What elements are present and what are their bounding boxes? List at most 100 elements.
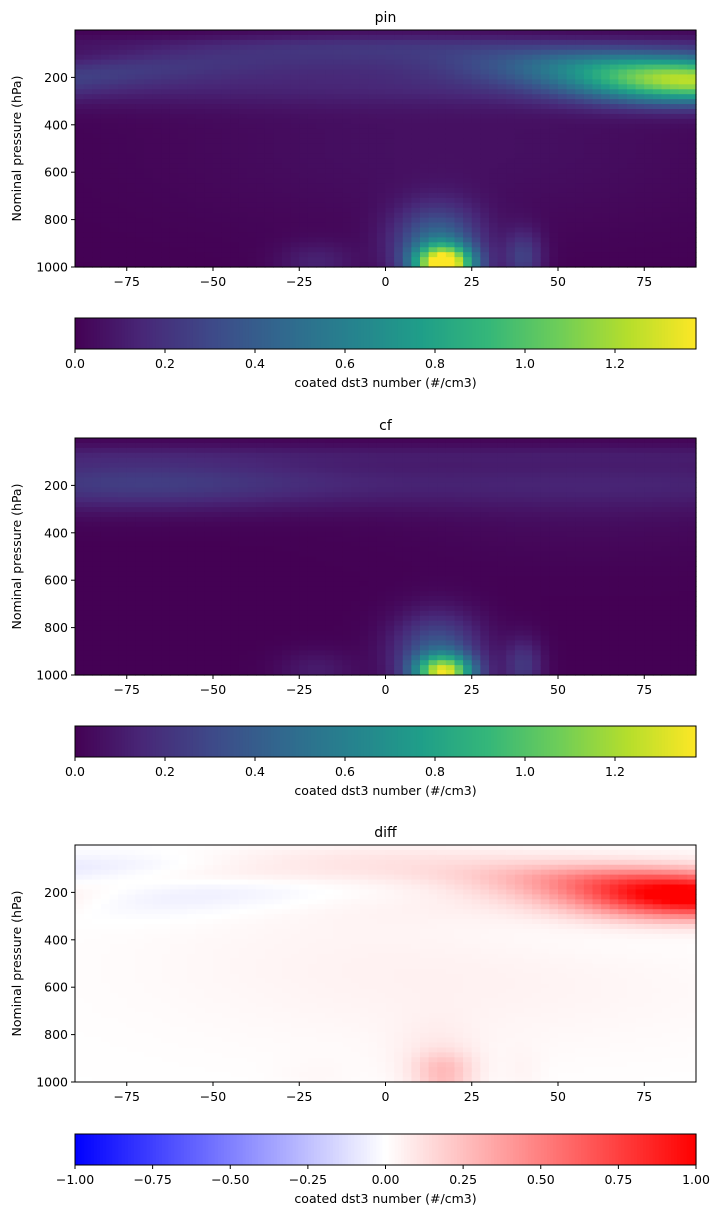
- heatmap-cell: [420, 128, 430, 135]
- heatmap-cell: [463, 74, 473, 80]
- heatmap-cell: [428, 252, 438, 258]
- heatmap-cell: [178, 487, 188, 493]
- heatmap-cell: [83, 512, 93, 518]
- heatmap-cell: [135, 138, 145, 145]
- heatmap-cell: [264, 104, 274, 110]
- heatmap-cell: [83, 660, 93, 666]
- heatmap-cell: [316, 89, 326, 95]
- heatmap-cell: [549, 148, 559, 155]
- heatmap-cell: [100, 512, 111, 518]
- heatmap-cell: [169, 660, 180, 666]
- heatmap-cell: [325, 202, 335, 209]
- heatmap-cell: [394, 143, 404, 150]
- heatmap-cell: [230, 148, 240, 155]
- heatmap-cell: [187, 54, 197, 61]
- heatmap-cell: [161, 242, 171, 248]
- heatmap-cell: [264, 650, 274, 656]
- heatmap-cell: [126, 104, 136, 110]
- heatmap-cell: [575, 54, 585, 61]
- heatmap-cell: [169, 541, 180, 548]
- heatmap-cell: [514, 59, 525, 66]
- heatmap-cell: [601, 128, 611, 135]
- heatmap-cell: [109, 163, 119, 169]
- colorbar-segment: [546, 318, 551, 349]
- heatmap-cell: [627, 34, 637, 41]
- heatmap-cell: [299, 655, 309, 661]
- heatmap-cell: [359, 148, 369, 155]
- heatmap-cell: [385, 49, 395, 56]
- heatmap-cell: [83, 596, 93, 602]
- heatmap-cell: [592, 89, 602, 95]
- heatmap-cell: [204, 556, 214, 563]
- heatmap-cell: [213, 561, 223, 567]
- heatmap-cell: [454, 153, 464, 159]
- heatmap-cell: [152, 207, 162, 214]
- heatmap-cell: [204, 625, 214, 632]
- heatmap-cell: [178, 438, 188, 444]
- heatmap-cell: [670, 188, 680, 194]
- heatmap-cell: [376, 252, 387, 258]
- heatmap-cell: [437, 118, 447, 125]
- heatmap-cell: [126, 581, 136, 587]
- heatmap-cell: [652, 148, 663, 155]
- heatmap-cell: [282, 138, 292, 145]
- heatmap-cell: [618, 133, 628, 140]
- heatmap-cell: [325, 118, 335, 125]
- heatmap-cell: [445, 212, 456, 219]
- heatmap-cell: [256, 39, 266, 46]
- heatmap-cell: [100, 192, 111, 199]
- heatmap-cell: [273, 655, 283, 661]
- colorbar-segment: [338, 318, 343, 349]
- heatmap-cell: [609, 202, 619, 209]
- heatmap-cell: [256, 438, 266, 444]
- heatmap-cell: [437, 232, 447, 238]
- heatmap-cell: [83, 586, 93, 592]
- heatmap-cell: [609, 64, 619, 71]
- heatmap-cell: [471, 148, 481, 155]
- heatmap-cell: [583, 178, 594, 184]
- heatmap-cell: [100, 64, 111, 71]
- heatmap-cell: [178, 596, 188, 602]
- heatmap-cell: [213, 551, 223, 558]
- heatmap-cell: [247, 39, 257, 46]
- heatmap-cell: [532, 109, 542, 115]
- heatmap-cell: [75, 54, 85, 61]
- heatmap-cell: [514, 123, 525, 130]
- heatmap-cell: [118, 571, 128, 577]
- heatmap-cell: [420, 158, 430, 164]
- heatmap-cell: [463, 99, 473, 105]
- heatmap-cell: [282, 635, 292, 642]
- heatmap-cell: [558, 237, 568, 243]
- heatmap-cell: [558, 104, 568, 110]
- heatmap-cell: [195, 227, 205, 234]
- heatmap-cell: [523, 94, 533, 100]
- heatmap-cell: [618, 49, 628, 56]
- heatmap-cell: [359, 128, 369, 135]
- heatmap-cell: [454, 118, 464, 125]
- heatmap-cell: [351, 163, 361, 169]
- heatmap-cell: [118, 74, 128, 80]
- chart-title: cf: [379, 418, 393, 434]
- heatmap-cell: [454, 84, 464, 90]
- heatmap-cell: [497, 74, 507, 80]
- heatmap-cell: [187, 620, 197, 627]
- heatmap-cell: [540, 207, 550, 214]
- heatmap-cell: [221, 660, 231, 666]
- heatmap-cell: [92, 512, 102, 518]
- heatmap-cell: [282, 197, 292, 204]
- heatmap-cell: [601, 49, 611, 56]
- heatmap-cell: [135, 84, 145, 90]
- heatmap-cell: [178, 128, 188, 135]
- heatmap-cell: [342, 242, 352, 248]
- heatmap-cell: [420, 227, 430, 234]
- heatmap-cell: [282, 650, 292, 656]
- heatmap-cell: [333, 183, 343, 189]
- colorbar-segment: [261, 318, 266, 349]
- heatmap-cell: [480, 128, 490, 135]
- heatmap-cell: [282, 153, 292, 159]
- heatmap-cell: [627, 232, 637, 238]
- heatmap-cell: [540, 49, 550, 56]
- heatmap-cell: [342, 188, 352, 194]
- colorbar-segment: [615, 318, 619, 349]
- heatmap-cell: [471, 30, 481, 36]
